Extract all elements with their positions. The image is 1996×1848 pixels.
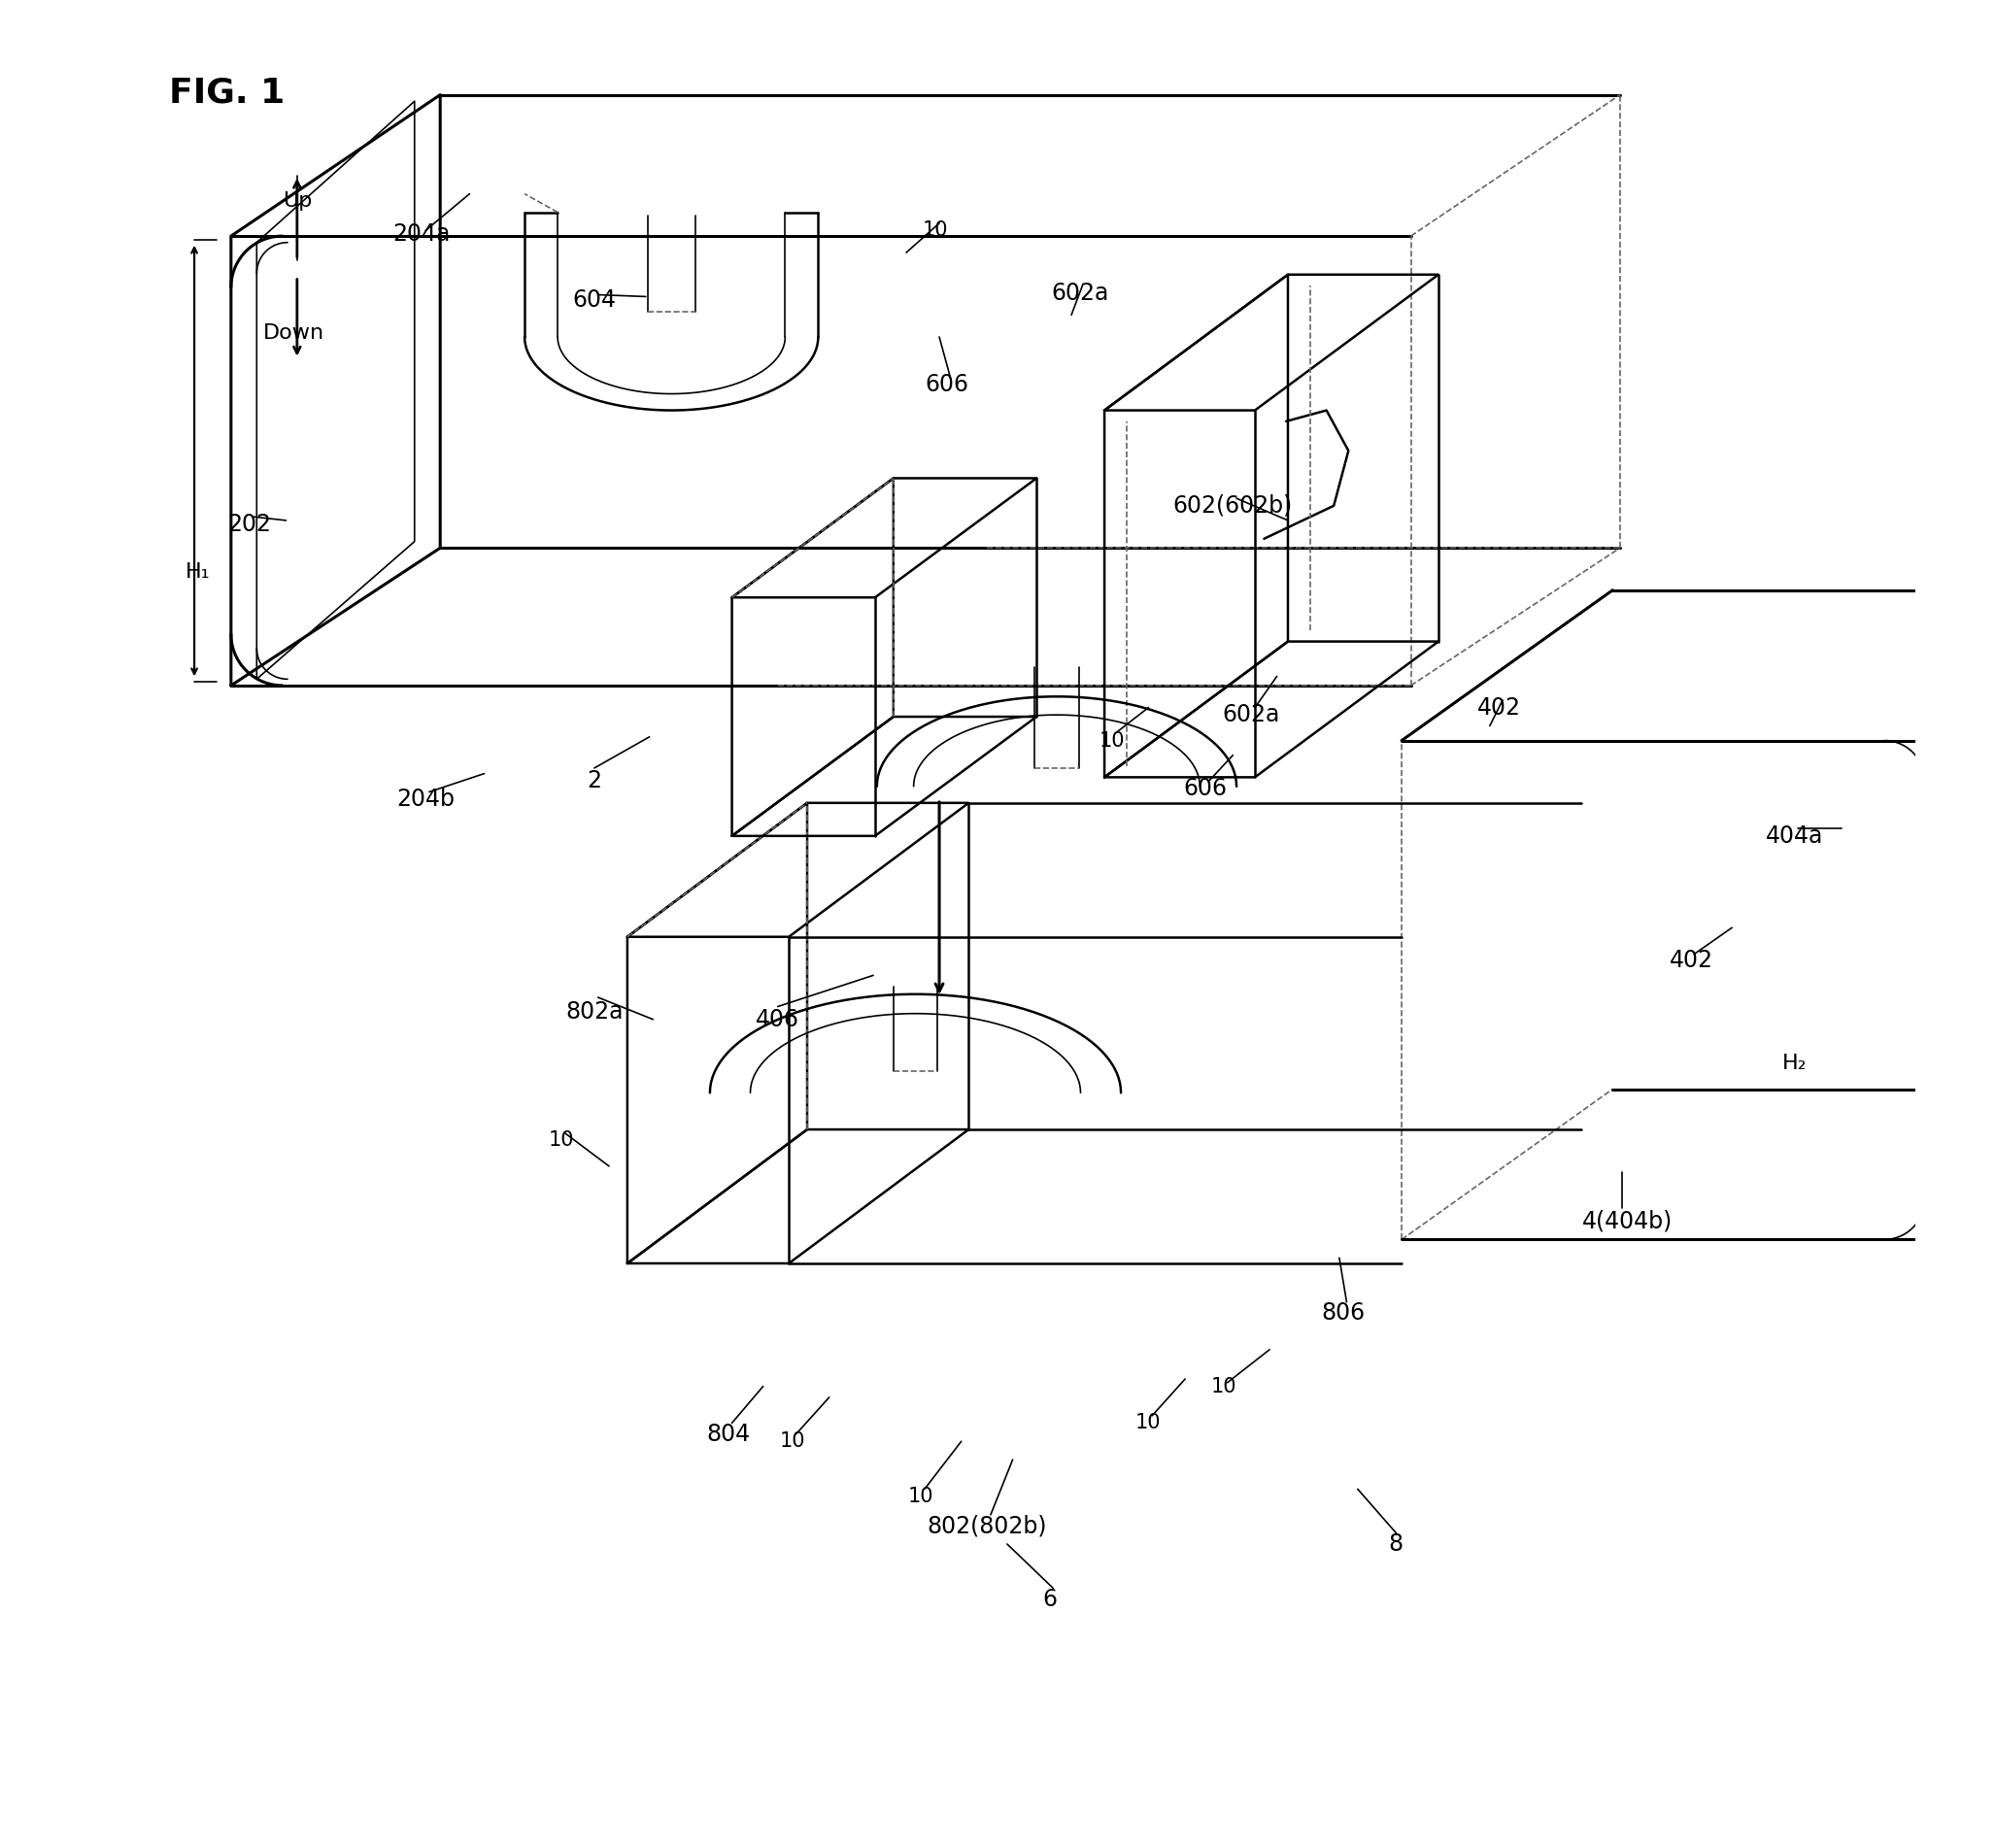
Text: 10: 10: [908, 1486, 934, 1506]
Text: 4(404b): 4(404b): [1583, 1210, 1673, 1233]
Text: 202: 202: [228, 512, 271, 536]
Text: H₂: H₂: [1782, 1053, 1806, 1074]
Text: 204a: 204a: [393, 222, 451, 246]
Text: 8: 8: [1389, 1532, 1403, 1556]
Text: 602a: 602a: [1052, 281, 1110, 305]
Text: 604: 604: [573, 288, 617, 312]
Text: 402: 402: [1671, 950, 1713, 972]
Text: 606: 606: [924, 373, 968, 395]
Text: 2: 2: [587, 769, 601, 793]
Text: 204b: 204b: [397, 787, 455, 811]
Text: 406: 406: [756, 1007, 800, 1031]
Text: 10: 10: [1136, 1414, 1162, 1432]
Text: H₁: H₁: [186, 562, 210, 582]
Text: 10: 10: [549, 1131, 575, 1149]
Text: 606: 606: [1184, 776, 1228, 800]
Text: 10: 10: [1212, 1377, 1238, 1395]
Text: 10: 10: [1100, 730, 1124, 750]
Text: 602a: 602a: [1222, 704, 1279, 726]
Text: 802(802b): 802(802b): [926, 1514, 1048, 1538]
Text: 804: 804: [707, 1423, 750, 1445]
Text: 602(602b): 602(602b): [1174, 493, 1293, 517]
Text: 806: 806: [1321, 1301, 1365, 1325]
Text: 402: 402: [1477, 697, 1521, 719]
Text: 802a: 802a: [565, 1000, 623, 1024]
Text: 6: 6: [1042, 1587, 1056, 1611]
Text: FIG. 1: FIG. 1: [168, 76, 285, 109]
Text: Up: Up: [281, 192, 311, 211]
Text: 404a: 404a: [1766, 824, 1822, 848]
Text: 10: 10: [780, 1432, 804, 1451]
Text: 10: 10: [922, 222, 948, 240]
Text: Down: Down: [263, 323, 323, 344]
